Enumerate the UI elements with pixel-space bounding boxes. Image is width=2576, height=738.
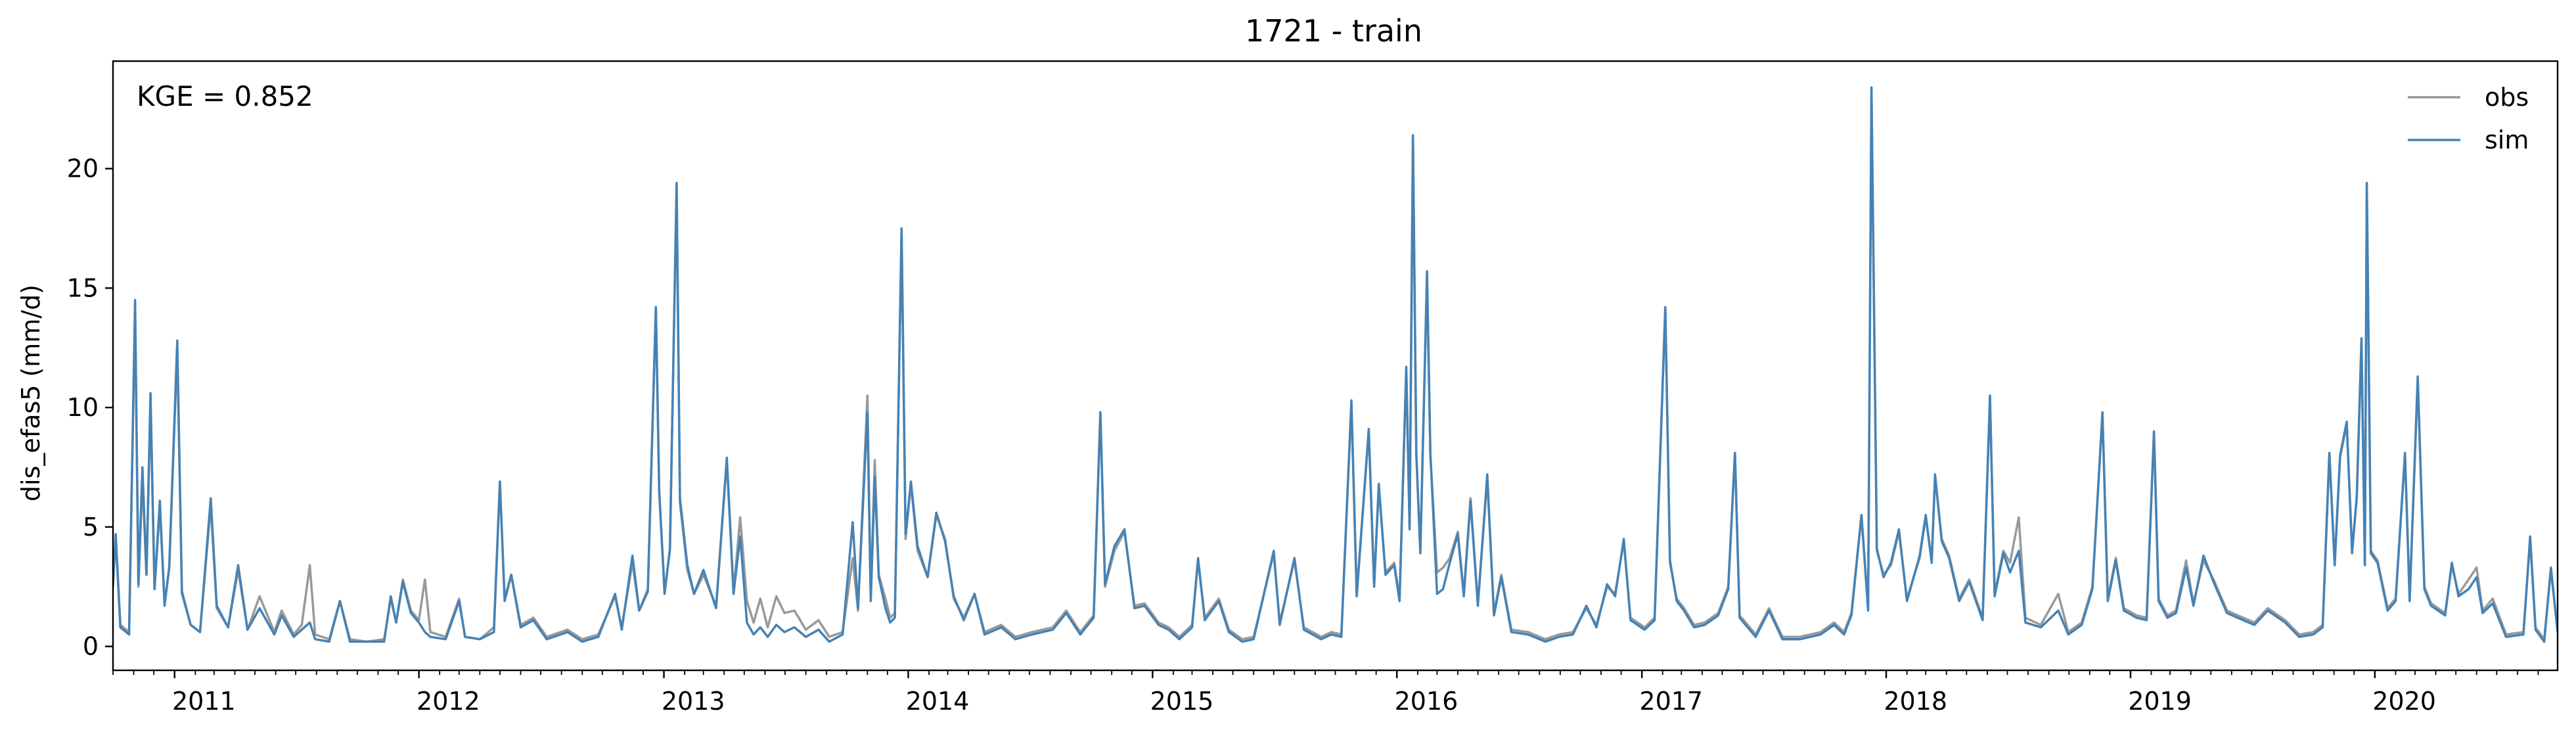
y-axis-label: dis_efas5 (mm/d) bbox=[16, 285, 45, 501]
x-tick-label: 2019 bbox=[2128, 687, 2192, 716]
legend: obs sim bbox=[2408, 83, 2529, 154]
x-tick-label: 2013 bbox=[662, 687, 725, 716]
x-tick-label: 2014 bbox=[906, 687, 970, 716]
legend-label-obs: obs bbox=[2485, 83, 2529, 112]
y-tick-label: 0 bbox=[83, 632, 99, 661]
x-tick-label: 2020 bbox=[2372, 687, 2436, 716]
chart-title: 1721 - train bbox=[1245, 13, 1422, 49]
x-tick-label: 2017 bbox=[1639, 687, 1703, 716]
axes-layer: 0 5 10 15 20 2011 2012 2013 2014 2015 2016 2017 2018… bbox=[67, 60, 2559, 716]
x-tick-label: 2018 bbox=[1884, 687, 1947, 716]
x-tick-label: 2015 bbox=[1150, 687, 1214, 716]
y-tick-label: 10 bbox=[67, 393, 99, 422]
x-tick-label: 2011 bbox=[172, 687, 236, 716]
y-tick-label: 15 bbox=[67, 273, 99, 302]
x-tick-label: 2012 bbox=[417, 687, 480, 716]
x-tick-label: 2016 bbox=[1395, 687, 1458, 716]
series-line-sim bbox=[113, 86, 2558, 643]
kge-annotation: KGE = 0.852 bbox=[137, 80, 313, 112]
y-tick-label: 5 bbox=[83, 513, 99, 542]
y-tick-label: 20 bbox=[67, 154, 99, 183]
legend-label-sim: sim bbox=[2485, 126, 2529, 154]
series-layer bbox=[113, 86, 2558, 643]
